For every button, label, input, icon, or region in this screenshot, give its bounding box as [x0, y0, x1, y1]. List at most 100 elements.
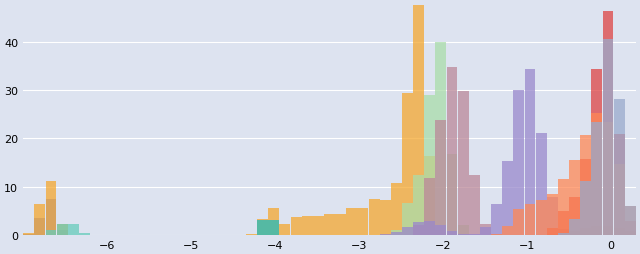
Bar: [435, 225, 446, 235]
Bar: [614, 165, 625, 235]
Bar: [602, 226, 614, 235]
Bar: [424, 156, 435, 235]
Bar: [246, 234, 257, 235]
Bar: [424, 178, 435, 235]
Bar: [369, 199, 380, 235]
Bar: [45, 230, 56, 235]
Bar: [335, 214, 346, 235]
Bar: [413, 176, 424, 235]
Bar: [257, 219, 268, 235]
Bar: [45, 181, 56, 235]
Bar: [313, 216, 324, 235]
Bar: [68, 225, 79, 235]
Bar: [469, 175, 480, 235]
Bar: [591, 226, 602, 235]
Bar: [591, 123, 602, 235]
Bar: [602, 123, 614, 235]
Bar: [480, 228, 491, 235]
Bar: [57, 224, 68, 235]
Bar: [413, 6, 424, 235]
Bar: [447, 154, 458, 235]
Bar: [513, 91, 524, 235]
Bar: [602, 40, 614, 235]
Bar: [79, 233, 90, 235]
Bar: [346, 209, 357, 235]
Bar: [625, 206, 636, 235]
Bar: [547, 228, 557, 235]
Bar: [547, 194, 557, 235]
Bar: [391, 230, 402, 235]
Bar: [614, 135, 625, 235]
Bar: [569, 219, 580, 235]
Bar: [424, 221, 435, 235]
Bar: [569, 197, 580, 235]
Bar: [625, 221, 636, 235]
Bar: [402, 93, 413, 235]
Bar: [447, 231, 458, 235]
Bar: [469, 234, 480, 235]
Bar: [558, 233, 569, 235]
Bar: [45, 199, 56, 235]
Bar: [280, 224, 291, 235]
Bar: [602, 12, 614, 235]
Bar: [458, 225, 468, 235]
Bar: [569, 231, 580, 235]
Bar: [614, 228, 625, 235]
Bar: [257, 220, 268, 235]
Bar: [558, 229, 569, 235]
Bar: [536, 134, 547, 235]
Bar: [458, 92, 468, 235]
Bar: [547, 234, 557, 235]
Bar: [358, 209, 369, 235]
Bar: [402, 203, 413, 235]
Bar: [57, 224, 68, 235]
Bar: [513, 210, 524, 235]
Bar: [502, 226, 513, 235]
Bar: [413, 226, 424, 235]
Bar: [580, 182, 591, 235]
Bar: [491, 234, 502, 235]
Bar: [580, 228, 591, 235]
Bar: [525, 70, 536, 235]
Bar: [547, 197, 557, 235]
Bar: [569, 160, 580, 235]
Bar: [480, 225, 491, 235]
Bar: [57, 230, 68, 235]
Bar: [591, 114, 602, 235]
Bar: [525, 204, 536, 235]
Bar: [391, 232, 402, 235]
Bar: [491, 234, 502, 235]
Bar: [380, 234, 390, 235]
Bar: [23, 234, 34, 235]
Bar: [625, 206, 636, 235]
Bar: [491, 204, 502, 235]
Bar: [380, 200, 390, 235]
Bar: [458, 234, 468, 235]
Bar: [580, 160, 591, 235]
Bar: [625, 231, 636, 235]
Bar: [558, 179, 569, 235]
Bar: [614, 99, 625, 235]
Bar: [435, 121, 446, 235]
Bar: [435, 230, 446, 235]
Bar: [591, 69, 602, 235]
Bar: [402, 227, 413, 235]
Bar: [35, 218, 45, 235]
Bar: [580, 135, 591, 235]
Bar: [324, 214, 335, 235]
Bar: [536, 201, 547, 235]
Bar: [23, 233, 34, 235]
Bar: [502, 161, 513, 235]
Bar: [301, 216, 313, 235]
Bar: [268, 208, 279, 235]
Bar: [435, 43, 446, 235]
Bar: [413, 222, 424, 235]
Bar: [558, 212, 569, 235]
Bar: [424, 95, 435, 235]
Bar: [558, 233, 569, 235]
Bar: [268, 220, 279, 235]
Bar: [291, 217, 301, 235]
Bar: [35, 204, 45, 235]
Bar: [391, 183, 402, 235]
Bar: [447, 67, 458, 235]
